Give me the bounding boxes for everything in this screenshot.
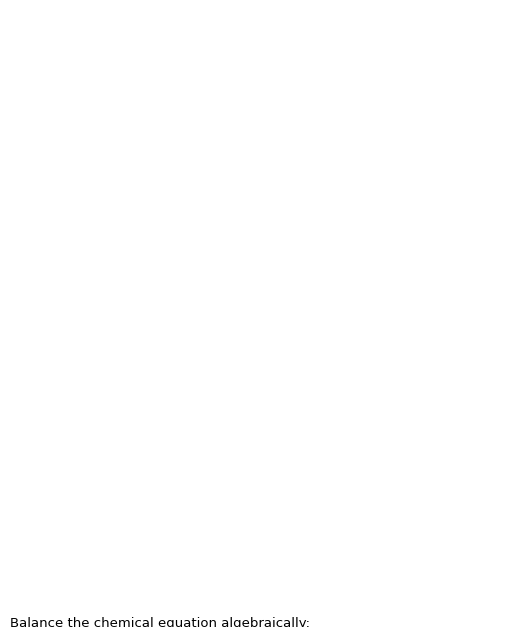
Text: Balance the chemical equation algebraically:: Balance the chemical equation algebraica… [10, 617, 310, 627]
